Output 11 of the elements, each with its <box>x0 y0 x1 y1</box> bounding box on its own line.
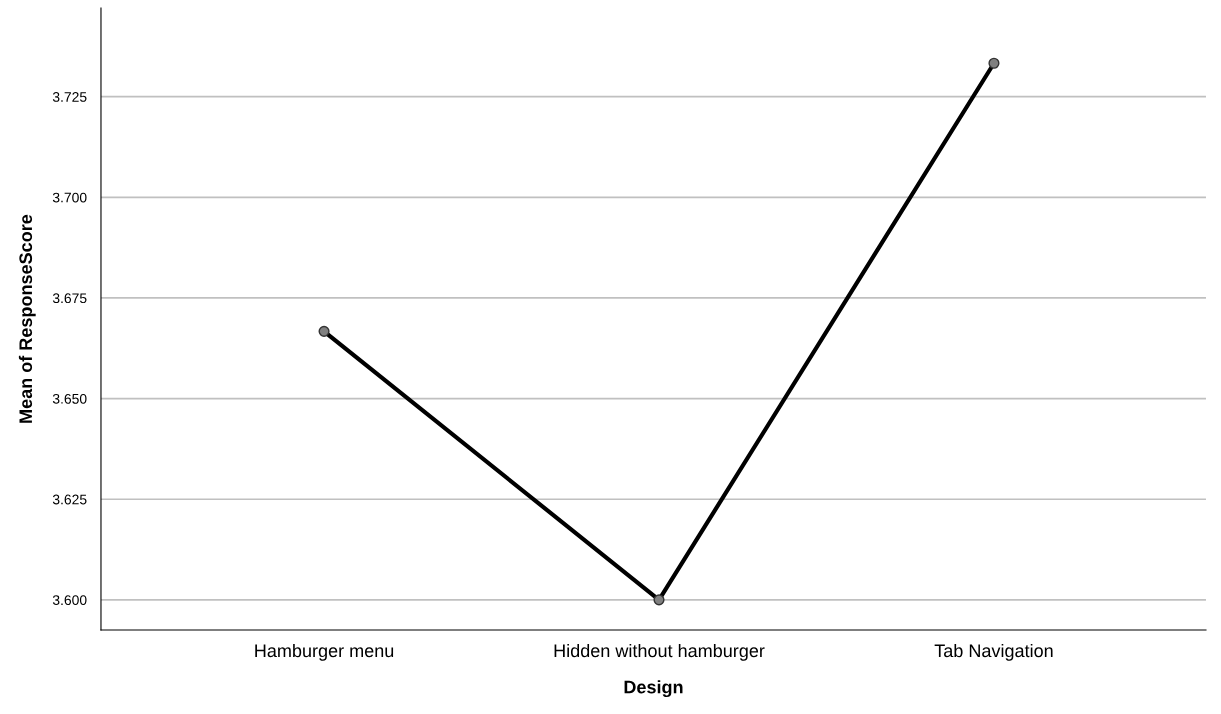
x-tick-label: Hamburger menu <box>255 643 394 661</box>
y-tick-label: 3.675 <box>52 293 87 304</box>
y-tick-label: 3.625 <box>52 494 87 505</box>
x-tick-label: Tab Navigation <box>934 643 1053 661</box>
y-tick-label: 3.700 <box>52 192 87 203</box>
y-tick-label: 3.650 <box>52 393 87 404</box>
x-axis-title: Design <box>624 680 683 698</box>
y-tick-label: 3.600 <box>52 595 87 606</box>
y-tick-label: 3.725 <box>52 92 87 102</box>
x-tick-label: Hidden without hamburger <box>554 643 765 661</box>
y-axis-title: Mean of ResponseScore <box>18 214 36 423</box>
